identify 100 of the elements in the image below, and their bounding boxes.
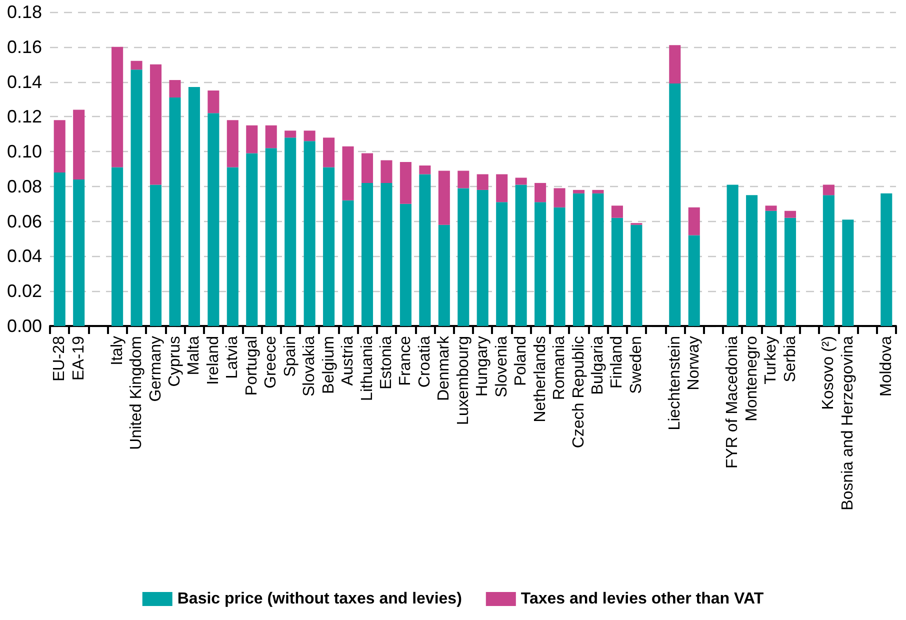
bar [246,125,258,154]
x-tick-label: Belgium [320,336,338,394]
bar [554,188,566,208]
bar [208,113,220,326]
x-tick-label: Bulgaria [589,336,606,395]
bar [323,167,335,326]
bar [515,178,527,185]
x-tick-label: Slovakia [301,336,318,396]
bar [669,45,681,84]
x-tick-label: Poland [512,336,530,386]
x-tick-label: Turkey [762,336,780,384]
bar [342,200,354,326]
bar [284,130,296,138]
x-tick-label: Luxembourg [454,336,472,425]
legend-label: Taxes and levies other than VAT [520,590,764,608]
bar [669,84,681,326]
bar [592,190,604,194]
x-tick-label: Slovenia [493,336,510,398]
y-tick-label: 0.04 [6,246,42,266]
bar [169,97,181,326]
x-tick-label: FYR of Macedonia [724,336,742,469]
bar [284,138,296,326]
bar [419,174,431,326]
x-tick-label: Bosnia and Herzegovina [839,336,856,510]
bar [246,153,258,326]
y-tick-label: 0.16 [6,36,42,57]
bar [188,87,200,326]
bar [784,210,796,218]
bar [130,70,142,326]
bar [554,207,566,326]
bar [361,153,374,183]
x-tick-label: Germany [147,336,164,402]
bar [746,195,758,326]
bar [784,218,796,326]
x-tick-label: Sweden [628,336,645,394]
bar [54,120,66,172]
bar [688,207,700,236]
bar [572,190,585,194]
bar [73,110,85,180]
bar [534,182,546,202]
y-tick-label: 0.18 [6,2,42,22]
bar [496,202,508,326]
x-tick-label: Kosovo (²) [820,336,838,410]
x-tick-label: Liechtenstein [666,336,684,430]
bar [400,162,412,204]
bar [842,220,854,326]
y-tick-label: 0.08 [6,176,42,196]
bar [208,90,220,114]
bar [688,235,700,326]
bar [400,204,412,326]
bar [419,166,431,174]
bar [496,174,508,202]
bar [112,46,124,168]
bar [476,174,488,190]
x-tick-label: Denmark [436,335,453,401]
bar [611,218,623,326]
x-tick-label: EA-19 [70,336,88,380]
x-tick-label: Serbia [782,336,799,382]
bar [515,184,527,326]
bar [458,170,470,188]
x-tick-label: EU-28 [51,336,68,382]
bar [380,182,392,326]
y-tick-label: 0.02 [6,281,42,302]
bar [73,179,85,326]
x-tick-label: Portugal [243,336,260,396]
x-tick-label: Montenegro [743,336,760,422]
bar [822,195,834,326]
x-tick-label: Estonia [378,336,395,390]
bar [304,130,316,142]
bar [458,188,470,326]
x-tick-label: Greece [262,336,280,388]
bar [765,206,777,211]
bar [880,193,892,326]
x-tick-label: Lithuania [358,336,376,401]
y-tick-label: 0.06 [6,211,42,232]
y-tick-label: 0.14 [6,72,42,92]
bar [54,172,66,326]
bar [361,182,374,326]
x-tick-label: Austria [340,336,357,386]
bar [476,190,488,326]
x-tick-label: Cyprus [166,336,184,387]
x-tick-label: Moldova [878,336,895,396]
y-tick-label: 0.10 [6,142,42,162]
bar [304,141,316,326]
x-tick-label: Spain [282,336,299,377]
bar [226,167,238,326]
bar [130,60,142,70]
x-tick-label: Ireland [204,336,222,385]
bar [150,64,162,185]
bar [592,193,604,326]
x-tick-label: Czech Republic [570,336,588,448]
bar [765,210,777,326]
bar [226,120,238,168]
y-tick-label: 0.12 [6,106,42,127]
bar [380,160,392,183]
y-tick-label: 0.00 [6,316,42,336]
x-tick-label: France [397,336,414,386]
x-tick-label: Latvia [224,336,242,379]
x-tick-label: Netherlands [532,336,549,422]
bar [265,125,277,148]
